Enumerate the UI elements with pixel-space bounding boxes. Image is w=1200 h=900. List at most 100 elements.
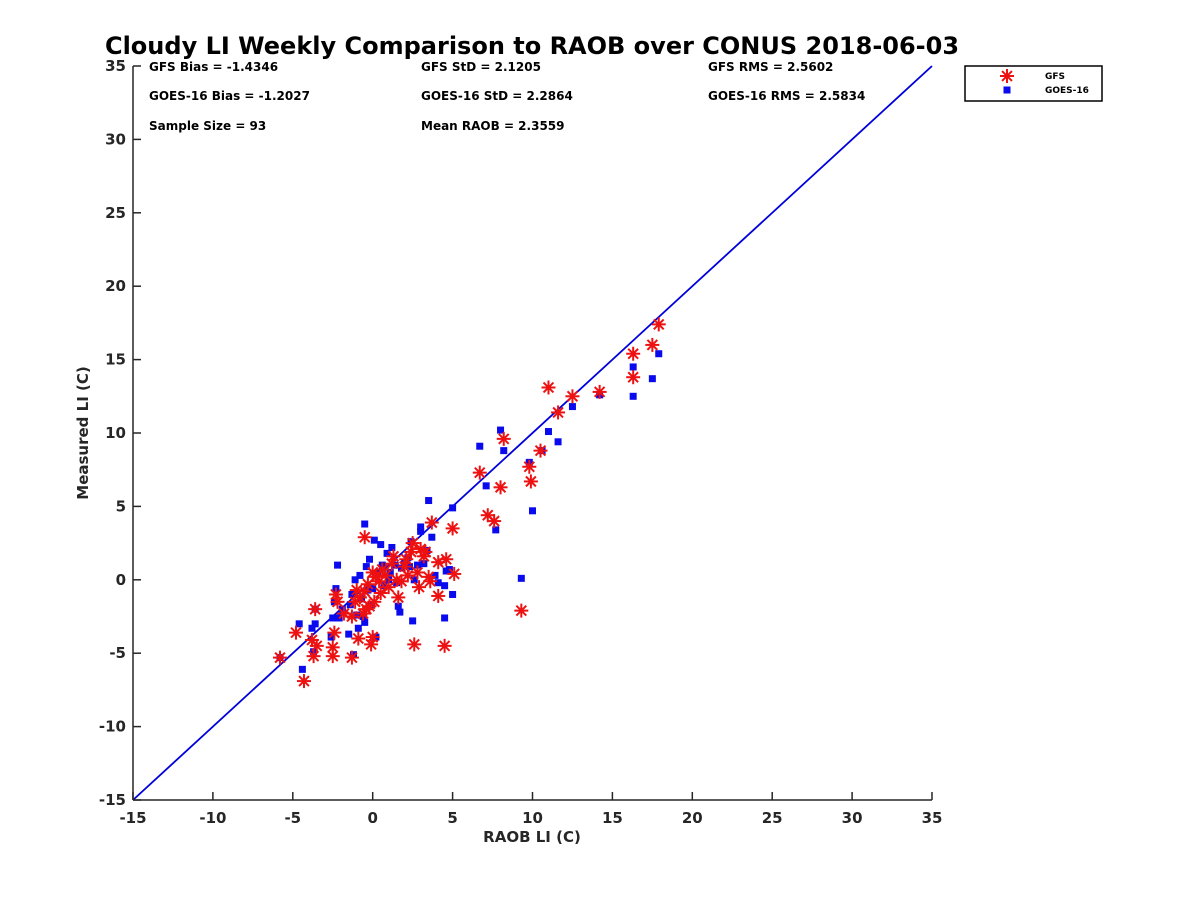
data-point-goes16 [308,624,316,632]
data-point-goes16 [554,438,562,446]
data-point-gfs [391,590,406,605]
data-point-gfs [399,552,414,567]
stat-text: Sample Size = 93 [149,119,266,133]
data-point-goes16 [497,426,505,434]
data-point-gfs [327,625,342,640]
legend-goes16-square [1003,86,1011,94]
data-point-goes16 [354,624,362,632]
data-point-goes16 [377,541,385,549]
y-tick-label: -5 [109,644,126,662]
data-point-goes16 [655,350,663,358]
x-axis: -15 -10 -5 0 5 10 15 20 25 30 35 [119,792,942,827]
data-point-goes16 [338,605,346,613]
data-point-gfs [592,384,607,399]
data-point-goes16 [361,520,369,528]
data-point-goes16 [420,560,428,568]
y-tick-label: 5 [116,497,126,515]
data-point-gfs [306,649,321,664]
data-point-gfs [551,405,566,420]
data-point-goes16 [417,523,425,531]
data-point-gfs [565,389,580,404]
y-tick-label: -15 [99,791,126,809]
data-point-gfs [418,544,433,559]
data-point-gfs [405,536,420,551]
data-point-gfs [378,568,393,583]
data-point-gfs [412,580,427,595]
statistics-block: GFS Bias = -1.4346 GFS StD = 2.1205 GFS RM… [149,60,865,133]
data-point-goes16 [351,576,359,584]
x-tick-label: 10 [522,809,543,827]
data-point-gfs [626,346,641,361]
legend-gfs-label: GFS [1045,72,1065,82]
data-point-gfs [514,603,529,618]
series-gfs [273,317,666,689]
stat-text: GFS StD = 2.1205 [421,60,541,74]
data-point-gfs [424,515,439,530]
y-tick-label: -10 [99,718,126,736]
data-point-goes16 [482,482,490,490]
data-point-gfs [445,521,460,536]
legend-gfs-marker-icon [1000,69,1014,83]
data-point-gfs [439,552,454,567]
data-point-goes16 [397,564,405,572]
data-point-gfs [651,317,666,332]
data-point-gfs [472,465,487,480]
y-tick-label: 25 [105,204,126,222]
data-point-gfs [522,459,537,474]
x-tick-label: -10 [199,809,226,827]
y-axis-label: Measured LI (C) [74,366,92,499]
legend-goes16-label: GOES-16 [1045,86,1089,96]
data-point-goes16 [409,617,417,625]
data-point-gfs [541,380,556,395]
data-point-goes16 [383,549,391,557]
data-point-goes16 [529,507,536,515]
data-point-goes16 [568,403,576,411]
stat-text: Mean RAOB = 2.3559 [421,119,565,133]
data-point-goes16 [370,536,378,544]
y-tick-label: 15 [105,351,126,369]
x-axis-label: RAOB LI (C) [483,828,581,846]
data-point-gfs [533,443,548,458]
x-tick-label: -15 [119,809,146,827]
data-point-goes16 [441,614,449,622]
data-point-goes16 [361,618,369,626]
data-point-goes16 [298,665,306,673]
x-tick-label: 15 [602,809,623,827]
data-point-goes16 [544,428,552,436]
data-point-goes16 [311,620,319,628]
data-point-gfs [423,574,438,589]
data-point-goes16 [425,497,433,505]
data-point-goes16 [629,392,637,400]
legend-goes16-marker-icon [1003,86,1011,94]
stat-text: GFS RMS = 2.5602 [708,60,833,74]
y-tick-label: 30 [105,130,126,148]
plot-area [132,65,933,801]
data-point-goes16 [476,442,484,450]
data-point-goes16 [449,590,457,598]
data-point-gfs [373,586,388,601]
x-tick-label: 25 [762,809,783,827]
data-point-goes16 [396,608,404,616]
data-point-goes16 [391,561,399,569]
y-tick-label: 10 [105,424,126,442]
data-point-gfs [431,588,446,603]
data-point-gfs [367,594,382,609]
data-point-gfs [447,566,462,581]
data-point-goes16 [410,576,418,584]
data-point-gfs [325,640,340,655]
data-point-goes16 [629,363,637,371]
data-point-gfs [496,431,511,446]
data-point-goes16 [346,601,354,609]
data-point-gfs [309,638,324,653]
x-tick-label: 5 [447,809,457,827]
data-point-goes16 [356,571,364,579]
data-point-goes16 [388,544,396,552]
data-point-goes16 [329,614,337,622]
stat-text: GOES-16 StD = 2.2864 [421,89,573,103]
data-point-goes16 [345,630,353,638]
data-point-goes16 [417,527,425,535]
series-goes16 [276,350,663,673]
data-point-goes16 [517,574,525,582]
y-tick-label: 35 [105,57,126,75]
one-to-one-line [132,65,933,801]
